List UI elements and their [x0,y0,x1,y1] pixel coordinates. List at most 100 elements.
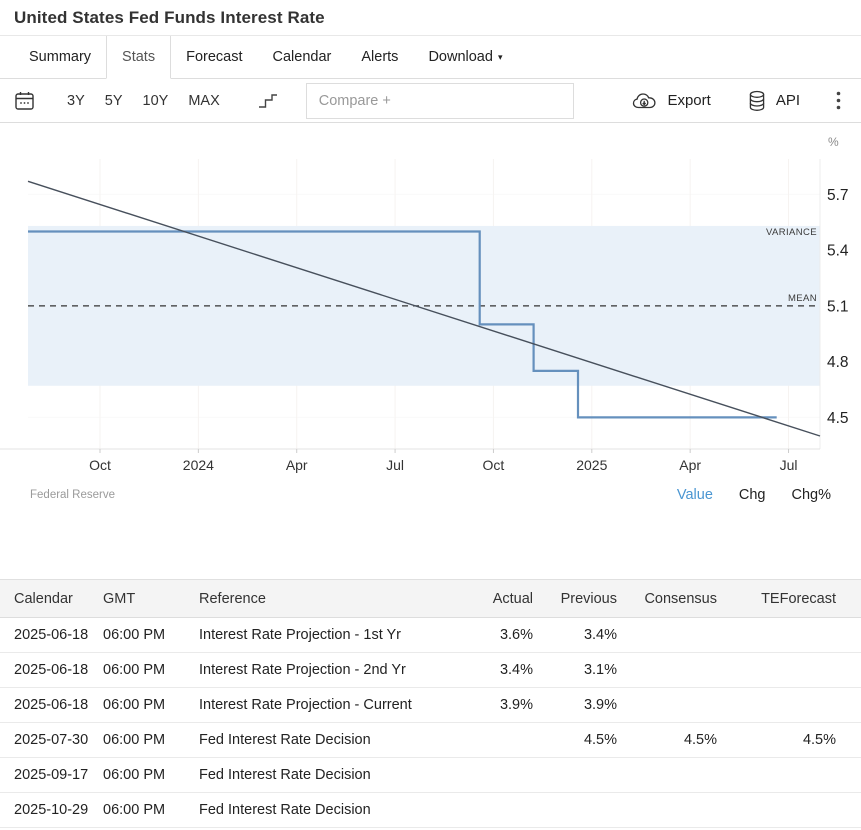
cloud-download-icon [632,91,658,110]
step-line-icon[interactable] [258,92,278,110]
cell-reference: Interest Rate Projection - 2nd Yr [199,652,449,688]
y-tick-label: 5.7 [827,187,849,204]
series-fed-funds-interest-rate [28,230,777,419]
table-header-row: Calendar GMT Reference Actual Previous Consen… [0,579,861,618]
cell-consensus [617,792,717,828]
tab-calendar[interactable]: Calendar [272,49,332,65]
chart-toolbar: 3Y 5Y 10Y MAX Export API [0,79,861,123]
database-icon [747,90,767,112]
x-tick-label: Apr [679,457,701,473]
cell-actual [449,757,533,793]
x-tick-label: Oct [89,457,111,473]
cell-actual: 3.4% [449,652,533,688]
range-button-max[interactable]: MAX [182,89,225,113]
tab-stats[interactable]: Stats [106,36,172,79]
column-header-reference: Reference [199,579,449,618]
cell-gmt: 06:00 PM [103,652,199,688]
cell-previous: 3.9% [533,687,617,723]
cell-teforecast [717,652,861,688]
calendar-icon[interactable] [14,90,35,111]
column-header-gmt: GMT [103,579,199,618]
table-row: 2025-10-29 06:00 PM Fed Interest Rate Deci… [0,792,861,828]
cell-calendar: 2025-06-18 [0,617,103,653]
range-button-10y[interactable]: 10Y [137,89,175,113]
cell-previous [533,792,617,828]
cell-calendar: 2025-06-18 [0,652,103,688]
table-row: 2025-06-18 06:00 PM Interest Rate Projecti… [0,617,861,653]
chevron-down-icon: ▾ [497,52,503,62]
tab-bar: Summary Stats Forecast Calendar Alerts Downlo… [0,36,861,79]
y-tick-label: 4.8 [827,354,849,371]
cell-actual [449,722,533,758]
table-row: 2025-09-17 06:00 PM Fed Interest Rate Deci… [0,757,861,793]
column-header-actual: Actual [449,579,533,618]
cell-reference: Fed Interest Rate Decision [199,792,449,828]
chart-area[interactable]: % 5.7 5.4 5.1 4.8 4.5 Oct 2024 Apr Jul Oct 2025 Apr J… [0,123,861,479]
page-title: United States Fed Funds Interest Rate [14,7,325,27]
cell-consensus [617,652,717,688]
range-button-3y[interactable]: 3Y [61,89,91,113]
cell-consensus [617,757,717,793]
tab-alerts[interactable]: Alerts [361,49,399,65]
cell-reference: Interest Rate Projection - Current [199,687,449,723]
column-header-consensus: Consensus [617,579,717,618]
cell-calendar: 2025-07-30 [0,722,103,758]
mode-value[interactable]: Value [676,487,713,503]
x-tick-label: 2024 [183,457,214,473]
cell-gmt: 06:00 PM [103,687,199,723]
column-header-calendar: Calendar [0,579,103,618]
table-row: 2025-06-18 06:00 PM Interest Rate Projecti… [0,687,861,723]
cell-actual [449,792,533,828]
cell-teforecast [717,687,861,723]
mode-chg[interactable]: Chg [738,487,766,503]
tab-download[interactable]: Download ▾ [428,49,503,65]
mean-label: MEAN [788,293,817,304]
table-row: 2025-06-18 06:00 PM Interest Rate Projecti… [0,652,861,688]
x-tick-label: Jul [386,457,404,473]
export-button[interactable]: Export [632,91,711,110]
export-label: Export [667,92,711,109]
cell-previous [533,757,617,793]
cell-gmt: 06:00 PM [103,792,199,828]
api-button[interactable]: API [747,90,800,112]
range-button-5y[interactable]: 5Y [99,89,129,113]
display-mode-switch: Value Chg Chg% [677,487,831,503]
calendar-table: Calendar GMT Reference Actual Previous Consen… [0,579,861,828]
table-row: 2025-07-30 06:00 PM Fed Interest Rate Deci… [0,722,861,758]
cell-gmt: 06:00 PM [103,617,199,653]
cell-consensus [617,617,717,653]
tab-forecast[interactable]: Forecast [186,49,243,65]
chart-unit-label: % [828,135,839,149]
y-tick-label: 5.4 [827,243,849,260]
mode-chg[interactable]: Chg% [791,487,832,503]
range-button-group: 3Y 5Y 10Y MAX [61,89,234,113]
series-trend [27,180,821,437]
y-tick-label: 5.1 [827,298,849,315]
cell-consensus [617,687,717,723]
cell-actual: 3.9% [449,687,533,723]
x-tick-label: Apr [286,457,308,473]
column-header-previous: Previous [533,579,617,618]
cell-calendar: 2025-10-29 [0,792,103,828]
y-tick-label: 4.5 [827,410,849,427]
title-bar: United States Fed Funds Interest Rate [0,0,861,36]
kebab-menu-icon[interactable] [830,89,847,112]
cell-consensus: 4.5% [617,722,717,758]
tab-summary[interactable]: Summary [29,49,92,65]
cell-gmt: 06:00 PM [103,722,199,758]
chart-footer: Federal Reserve Value Chg Chg% [0,479,861,511]
cell-actual: 3.6% [449,617,533,653]
x-tick-label: 2025 [576,457,607,473]
cell-reference: Fed Interest Rate Decision [199,757,449,793]
compare-input[interactable] [305,82,574,119]
cell-teforecast: 4.5% [717,722,861,758]
api-label: API [775,92,800,109]
cell-reference: Interest Rate Projection - 1st Yr [199,617,449,653]
cell-calendar: 2025-09-17 [0,757,103,793]
x-tick-label: Oct [483,457,505,473]
column-header-teforecast: TEForecast [717,579,861,618]
variance-label: VARIANCE [766,227,817,238]
cell-teforecast [717,757,861,793]
cell-previous: 3.4% [533,617,617,653]
fed-funds-chart[interactable]: % 5.7 5.4 5.1 4.8 4.5 Oct 2024 Apr Jul Oct 2025 Apr J… [0,123,861,479]
